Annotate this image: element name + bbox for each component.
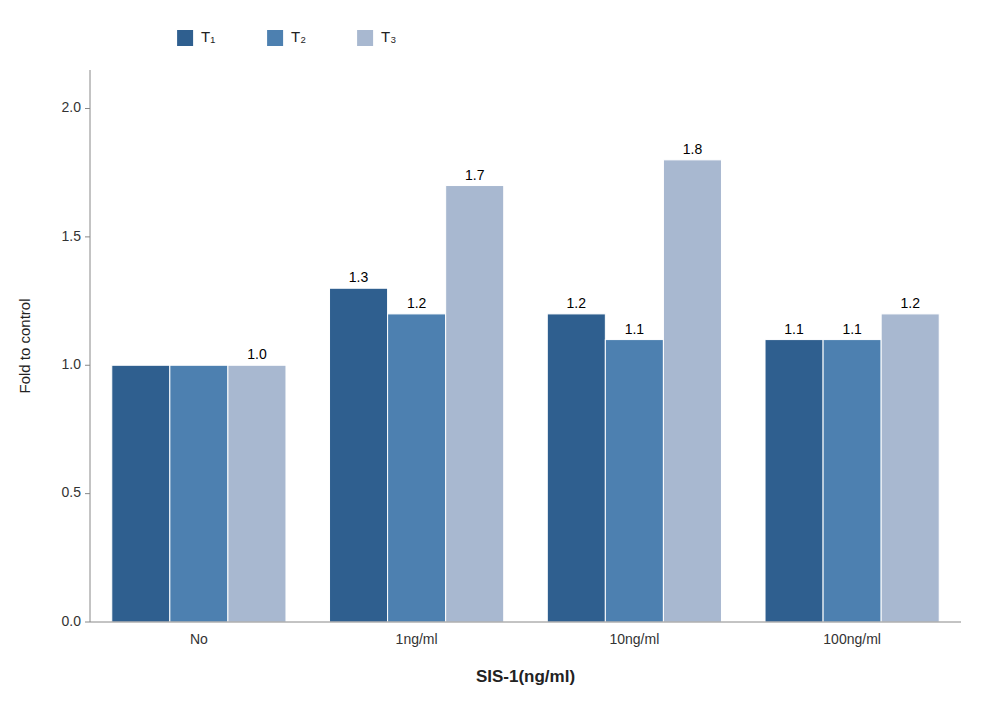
x-tick-label: No (190, 631, 208, 647)
x-axis-line (90, 622, 961, 623)
bar (547, 314, 605, 622)
data-label: 1.1 (842, 321, 862, 337)
bar (663, 160, 721, 622)
y-tick-label: 1.5 (62, 228, 82, 244)
legend-swatch (177, 30, 193, 46)
y-tick-label: 0.0 (62, 613, 82, 629)
legend: T₁ T₂ T₃ (177, 28, 396, 46)
x-tick-label: 1ng/ml (396, 631, 438, 647)
y-tick-label: 0.5 (62, 484, 82, 500)
bar (228, 365, 286, 622)
y-tick (85, 236, 90, 237)
bar (388, 314, 446, 622)
data-label: 1.2 (900, 295, 920, 311)
x-axis-label: SIS-1(ng/ml) (476, 667, 575, 686)
data-label: 1.8 (683, 141, 703, 157)
bar (446, 186, 504, 622)
legend-label: T₂ (291, 28, 306, 45)
bars (112, 160, 939, 622)
legend-label: T₁ (201, 28, 215, 45)
data-label: 1.3 (349, 269, 369, 285)
y-tick-label: 2.0 (62, 99, 82, 115)
bar (765, 340, 823, 622)
data-label: 1.2 (567, 295, 587, 311)
chart-svg: 1.31.21.11.21.11.11.01.71.81.20.00.51.01… (0, 0, 991, 712)
data-label: 1.7 (465, 167, 485, 183)
data-label: 1.2 (407, 295, 427, 311)
data-label: 1.1 (784, 321, 804, 337)
legend-swatch (357, 30, 373, 46)
bar (170, 365, 228, 622)
chart-container: 1.31.21.11.21.11.11.01.71.81.20.00.51.01… (0, 0, 991, 712)
y-axis-line (90, 70, 91, 622)
legend-label: T₃ (381, 28, 396, 45)
y-tick-label: 1.0 (62, 356, 82, 372)
y-axis-label: Fold to control (16, 298, 33, 393)
y-tick (85, 108, 90, 109)
bar (605, 340, 663, 622)
x-tick-label: 100ng/ml (823, 631, 881, 647)
y-tick (85, 365, 90, 366)
x-tick-label: 10ng/ml (609, 631, 659, 647)
data-label: 1.0 (247, 346, 267, 362)
data-label: 1.1 (625, 321, 645, 337)
legend-swatch (267, 30, 283, 46)
bar (112, 365, 170, 622)
bar (330, 288, 388, 622)
axes: 0.0 0.5 1.0 1.5 2.0 No 1ng/ml 10ng/ml 100ng/ml (62, 70, 961, 647)
bar (823, 340, 881, 622)
y-tick (85, 493, 90, 494)
bar (881, 314, 939, 622)
y-tick (85, 622, 90, 623)
data-labels: 1.3 1.2 1.1 1.2 1.1 1.1 1.0 1.7 1.8 1.2 (247, 141, 920, 362)
